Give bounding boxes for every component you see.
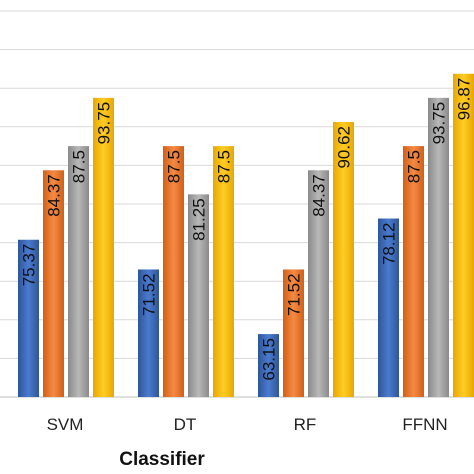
data-label: 87.5 [405, 150, 424, 183]
bar-ffnn-series-1 [378, 218, 399, 397]
bar-svm-series-1 [18, 239, 39, 397]
data-label: 87.5 [165, 150, 184, 183]
data-label: 87.5 [70, 150, 89, 183]
bar-dt-series-1 [138, 269, 159, 397]
data-label: 93.75 [95, 102, 114, 145]
bars [18, 73, 474, 397]
bar-ffnn-series-4 [453, 73, 474, 397]
x-axis-title: Classifier [119, 449, 205, 470]
bar-svm-series-2 [43, 170, 64, 397]
data-label: 75.37 [20, 244, 39, 287]
data-label: 78.12 [380, 223, 399, 266]
data-label: 93.75 [430, 102, 449, 145]
bar-ffnn-series-2 [403, 146, 424, 397]
bar-dt-series-2 [163, 146, 184, 397]
data-label: 90.62 [335, 126, 354, 169]
data-label: 63.15 [260, 338, 279, 381]
data-label: 71.52 [285, 273, 304, 316]
bar-rf-series-2 [283, 269, 304, 397]
bar-rf-series-3 [308, 170, 329, 397]
x-tick-label-dt: DT [174, 415, 197, 434]
bar-ffnn-series-3 [428, 97, 449, 397]
data-label: 71.52 [140, 273, 159, 316]
bar-dt-series-3 [188, 194, 209, 397]
bar-dt-series-4 [213, 146, 234, 397]
bar-rf-series-1 [258, 334, 279, 397]
x-tick-label-rf: RF [294, 415, 317, 434]
data-label: 96.87 [455, 78, 474, 121]
data-label: 87.5 [215, 150, 234, 183]
x-axis-ticks: SVM DT RF FFNN [47, 415, 448, 434]
bar-svm-series-3 [68, 146, 89, 397]
x-tick-label-ffnn: FFNN [402, 415, 447, 434]
data-labels: 75.37 84.37 87.5 93.75 71.52 87.5 81.25 87.5 63.… [20, 78, 474, 381]
bar-rf-series-4 [333, 122, 354, 397]
data-label: 84.37 [45, 174, 64, 217]
x-tick-label-svm: SVM [47, 415, 84, 434]
data-label: 84.37 [310, 174, 329, 217]
data-label: 81.25 [190, 198, 209, 241]
bar-svm-series-4 [93, 97, 114, 397]
